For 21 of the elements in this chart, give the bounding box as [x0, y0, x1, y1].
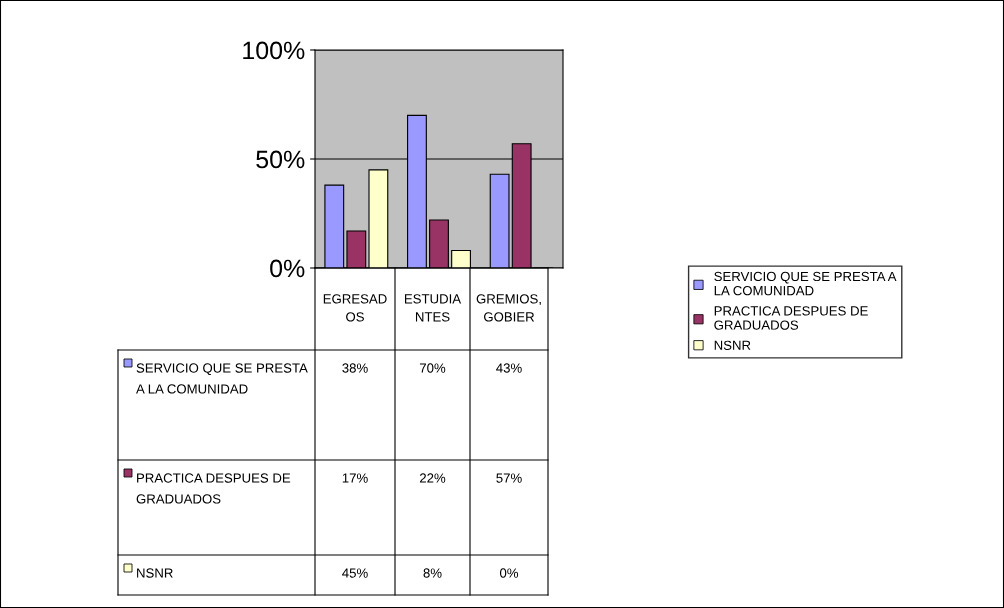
data-label: 57% [496, 473, 522, 483]
data-label: 8% [423, 568, 442, 578]
y-tick-label: 100% [243, 41, 305, 60]
legend-label: SERVICIO QUE SE PRESTA A LA COMUNIDAD [136, 363, 308, 394]
data-label: 45% [342, 568, 368, 578]
legend-label: PRACTICA DESPUES DE GRADUADOS [714, 306, 868, 330]
data-label: 43% [496, 363, 522, 373]
data-label: 38% [342, 363, 368, 373]
text: PRACTICA DESPUES DE GRADUADOS [136, 473, 291, 504]
x-tick-label: ESTUDIANTES [404, 294, 462, 322]
x-tick-label: EGRESADOS [323, 294, 387, 322]
data-label: 17% [342, 473, 368, 483]
y-tick-label: 0% [270, 259, 305, 278]
x-tick-label: GREMIOS, GOBIER [476, 294, 541, 322]
y-tick-label: 50% [256, 150, 305, 169]
data-label: 0% [499, 568, 519, 578]
text: SERVICIO QUE SE PRESTA A LA COMUNIDAD [714, 271, 897, 296]
data-label: 70% [419, 363, 446, 373]
legend-label: NSNR [714, 340, 751, 350]
text: NSNR [137, 568, 173, 578]
data-label: 22% [419, 473, 446, 483]
